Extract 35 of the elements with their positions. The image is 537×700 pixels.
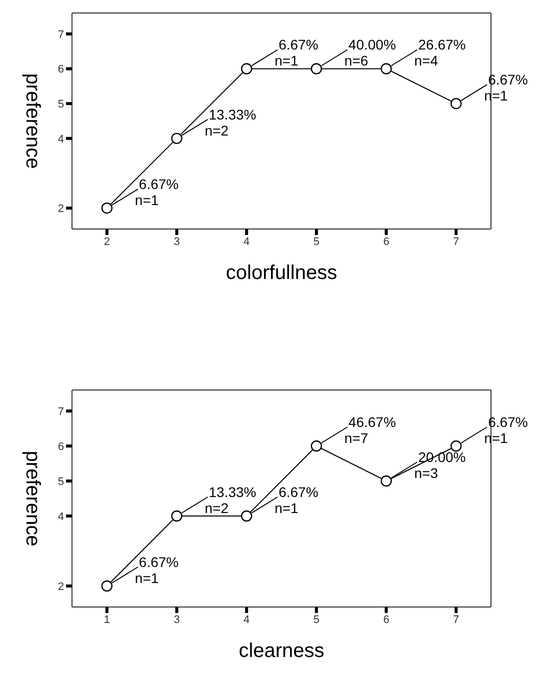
annotation: 13.33% n=2 (204, 484, 256, 516)
x-axis-title: colorfullness (226, 262, 338, 284)
x-tick-label: 2 (104, 236, 110, 248)
y-tick-label: 4 (58, 133, 64, 146)
y-tick-label: 7 (58, 28, 64, 41)
x-tick-label: 3 (174, 236, 180, 248)
annotation: 6.67% n=1 (134, 554, 179, 586)
y-axis-title: preference (22, 450, 44, 546)
annotation: 40.00% n=6 (344, 36, 396, 69)
x-tick-label: 5 (313, 236, 320, 248)
x-tick-label: 7 (453, 236, 460, 248)
x-tick-label: 4 (244, 614, 250, 626)
y-tick-label: 7 (58, 406, 64, 418)
y-tick-label: 6 (58, 440, 64, 453)
x-tick-label: 3 (174, 614, 180, 626)
y-tick-label: 4 (58, 510, 64, 523)
annotation: 6.67% n=1 (274, 36, 318, 69)
x-tick-label: 1 (104, 614, 110, 626)
y-axis-title: preference (22, 73, 44, 169)
y-tick-label: 2 (58, 203, 64, 215)
x-tick-label: 4 (244, 236, 250, 248)
x-axis-title: clearness (238, 640, 324, 662)
annotation: 46.67% n=7 (344, 414, 396, 446)
y-tick-label: 5 (58, 476, 64, 488)
annotation: 26.67% n=4 (414, 36, 466, 69)
y-tick-label: 2 (58, 580, 64, 593)
annotation: 13.33% n=2 (204, 106, 256, 138)
y-tick-label: 5 (58, 98, 64, 110)
x-tick-label: 6 (383, 236, 390, 248)
y-tick-label: 6 (58, 64, 64, 76)
annotation: 6.67% n=1 (274, 484, 318, 516)
x-tick-label: 6 (383, 614, 390, 626)
annotation: 6.67% n=1 (134, 176, 179, 208)
x-tick-label: 5 (313, 614, 320, 626)
x-tick-label: 7 (453, 614, 460, 626)
